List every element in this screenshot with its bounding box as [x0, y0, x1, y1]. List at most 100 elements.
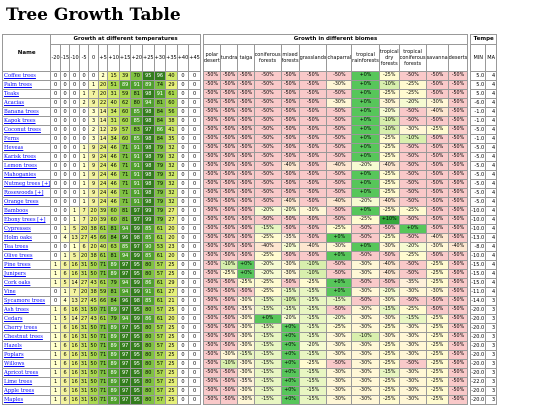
tree-name-link[interactable]: Olive trees — [1, 251, 52, 261]
temperature-growth-cell: 79 — [107, 278, 120, 288]
biome-growth-cell: +0% — [351, 152, 380, 162]
tree-name-link[interactable]: Rosewoods [+] — [1, 188, 52, 198]
temperature-growth-cell: 2 — [78, 98, 90, 108]
tree-name-link[interactable]: Vine — [1, 287, 52, 297]
temperature-growth-cell: 0 — [188, 368, 201, 378]
biome-growth-cell: -20% — [351, 197, 380, 207]
biome-growth-cell: -50% — [447, 152, 469, 162]
tree-name-link[interactable]: Poplars — [1, 350, 52, 360]
biome-growth-cell: -25% — [378, 152, 400, 162]
table-row: Apple trees 1 6 16 31 50 71 89 97 95 80 57 25 0 0 -50% -… — [1, 386, 498, 396]
table-row: Junipers 1 6 16 31 50 71 89 97 95 80 57 25 0 0 -50% -25%… — [1, 269, 498, 279]
tree-growth-table: Name Growth at different temperatures Grow… — [1, 34, 498, 405]
tree-name-link[interactable]: Coconut trees — [1, 125, 52, 135]
tree-name-link[interactable]: Ferns — [1, 134, 52, 144]
tree-name-link[interactable]: Lemon trees — [1, 161, 52, 171]
tree-name-link[interactable]: Hazels — [1, 341, 52, 351]
min-temperature-cell: -20.0 — [470, 332, 487, 342]
biome-growth-cell: -15% — [253, 368, 282, 378]
tree-name-link[interactable]: Ebony trees [+] — [1, 215, 52, 225]
biome-growth-cell: -50% — [326, 143, 353, 153]
temperature-growth-cell: 0 — [188, 152, 201, 162]
biome-growth-cell: -50% — [202, 350, 221, 360]
biome-growth-cell: -50% — [447, 296, 469, 306]
temperature-growth-cell: 89 — [107, 395, 120, 405]
biome-growth-cell: -50% — [447, 368, 469, 378]
biome-growth-cell: -50% — [253, 143, 282, 153]
tree-name-link[interactable]: Cherry trees — [1, 323, 52, 333]
biome-growth-cell: -50% — [326, 89, 353, 99]
tree-name-link[interactable]: Palm trees — [1, 80, 52, 90]
tree-name-link[interactable]: Teaks — [1, 89, 52, 99]
biome-growth-cell: -30% — [425, 242, 449, 252]
biome-growth-cell: -50% — [219, 251, 239, 261]
tree-name-link[interactable]: Karisk trees — [1, 152, 52, 162]
temperature-growth-cell: 20 — [165, 224, 178, 234]
tree-name-link[interactable]: Sycamore trees — [1, 296, 52, 306]
tree-name-link[interactable]: Maples — [1, 395, 52, 405]
temperature-growth-cell: 94 — [118, 278, 132, 288]
table-header: Name Growth at different temperatures Grow… — [1, 34, 498, 72]
biome-growth-cell: -15% — [298, 305, 328, 315]
table-row: Holm oaks 0 4 13 27 45 66 84 96 98 85 61 20 0 0 -50% -50… — [1, 233, 498, 243]
tree-name-link[interactable]: Banana trees — [1, 107, 52, 117]
biome-growth-cell: -50% — [425, 161, 449, 171]
biome-growth-cell: -50% — [378, 224, 400, 234]
biome-growth-cell: -30% — [351, 305, 380, 315]
tree-name-link[interactable]: Cypresses — [1, 224, 52, 234]
temperature-growth-cell: 1 — [50, 314, 61, 324]
tree-name-link[interactable]: Willows — [1, 359, 52, 369]
column-gap — [467, 34, 472, 72]
tree-name-link[interactable]: Cedars — [1, 314, 52, 324]
temperature-growth-cell: 0 — [188, 98, 201, 108]
biome-growth-cell: -50% — [237, 179, 255, 189]
temperature-growth-cell: 32 — [165, 179, 178, 189]
tree-name-link[interactable]: Holm oaks — [1, 233, 52, 243]
temperature-growth-cell: 57 — [153, 305, 167, 315]
tree-name-link[interactable]: Lime trees — [1, 377, 52, 387]
temperature-growth-cell: 91 — [130, 80, 144, 90]
tree-name-link[interactable]: Bamboos — [1, 206, 52, 216]
tree-name-link[interactable]: Junipers — [1, 269, 52, 279]
temperature-growth-cell: 31 — [78, 377, 90, 387]
temperature-growth-cell: 94 — [118, 287, 132, 297]
temperature-growth-cell: 0 — [176, 116, 190, 126]
biome-growth-cell: -50% — [202, 188, 221, 198]
temperature-growth-cell: 80 — [142, 341, 155, 351]
column-gap — [199, 143, 204, 153]
tree-name-link[interactable]: Ash trees — [1, 305, 52, 315]
temperature-growth-cell: 97 — [118, 368, 132, 378]
biome-growth-cell: -50% — [326, 152, 353, 162]
temperature-growth-cell: 80 — [142, 377, 155, 387]
tree-name-link[interactable]: Chestnut trees — [1, 332, 52, 342]
tree-name-link[interactable]: Cork oaks — [1, 278, 52, 288]
biome-growth-cell: -50% — [237, 71, 255, 81]
tree-name-link[interactable]: Coffee trees — [1, 71, 52, 81]
biome-growth-cell: -50% — [237, 215, 255, 225]
biome-growth-cell: -25% — [378, 89, 400, 99]
biome-growth-cell: -50% — [280, 224, 300, 234]
table-row: Ferns 0 0 0 0 3 14 34 60 85 98 84 35 0 0 -50% -50% -50% -5… — [1, 134, 498, 144]
biome-growth-cell: -50% — [447, 269, 469, 279]
biome-growth-cell: -50% — [253, 80, 282, 90]
temperature-growth-cell: 46 — [107, 170, 120, 180]
temperature-growth-cell: 1 — [78, 188, 90, 198]
biome-growth-cell: -50% — [447, 170, 469, 180]
biome-growth-cell: -15% — [298, 386, 328, 396]
tree-name-link[interactable]: Mahoganies — [1, 170, 52, 180]
biome-growth-cell: -50% — [219, 89, 239, 99]
tree-name-link[interactable]: Acacias — [1, 98, 52, 108]
temperature-growth-cell: 0 — [176, 242, 190, 252]
tree-name-link[interactable]: Tea trees — [1, 242, 52, 252]
tree-name-link[interactable]: Kapok trees — [1, 116, 52, 126]
temperature-growth-cell: 85 — [130, 116, 144, 126]
tree-name-link[interactable]: Orange trees — [1, 197, 52, 207]
tree-name-link[interactable]: Pine trees — [1, 260, 52, 270]
tree-name-link[interactable]: Nutmeg trees [+] — [1, 179, 52, 189]
temperature-group-header: Growth at different temperatures — [50, 34, 201, 45]
max-temperature-cell: 4 — [485, 170, 498, 180]
temperature-growth-cell: 79 — [107, 314, 120, 324]
tree-name-link[interactable]: Heveas — [1, 143, 52, 153]
tree-name-link[interactable]: Apricot trees — [1, 368, 52, 378]
tree-name-link[interactable]: Apple trees — [1, 386, 52, 396]
